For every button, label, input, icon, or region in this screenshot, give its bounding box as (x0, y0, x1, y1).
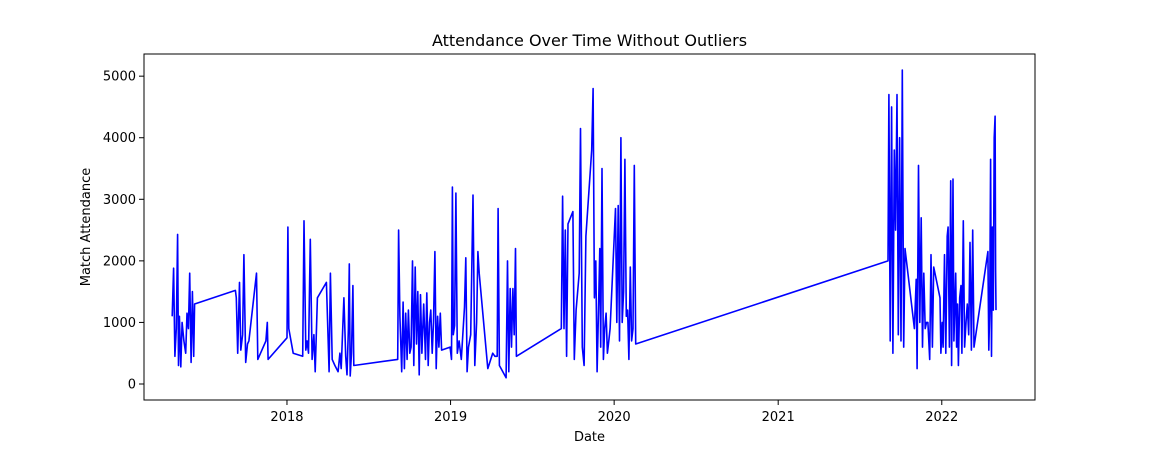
attendance-series-line (171, 69, 997, 379)
plot-area (171, 69, 997, 379)
y-tick-label: 4000 (103, 131, 136, 146)
x-axis-label: Date (574, 430, 605, 445)
x-tick-label: 2022 (925, 410, 958, 425)
y-tick-label: 5000 (103, 70, 136, 85)
y-tick-label: 3000 (103, 193, 136, 208)
chart-title: Attendance Over Time Without Outliers (432, 31, 747, 50)
x-tick-label: 2021 (762, 410, 795, 425)
x-tick-label: 2018 (270, 410, 303, 425)
x-tick-label: 2020 (598, 410, 631, 425)
x-axis: 2018 2019 2020 2021 2022 (270, 400, 958, 425)
y-tick-label: 2000 (103, 254, 136, 269)
plot-frame (143, 53, 1036, 401)
y-axis-label: Match Attendance (79, 168, 94, 287)
y-tick-label: 1000 (103, 316, 136, 331)
y-tick-label: 0 (128, 377, 136, 392)
y-axis: 0 1000 2000 3000 4000 5000 (103, 70, 144, 392)
x-tick-label: 2019 (434, 410, 467, 425)
